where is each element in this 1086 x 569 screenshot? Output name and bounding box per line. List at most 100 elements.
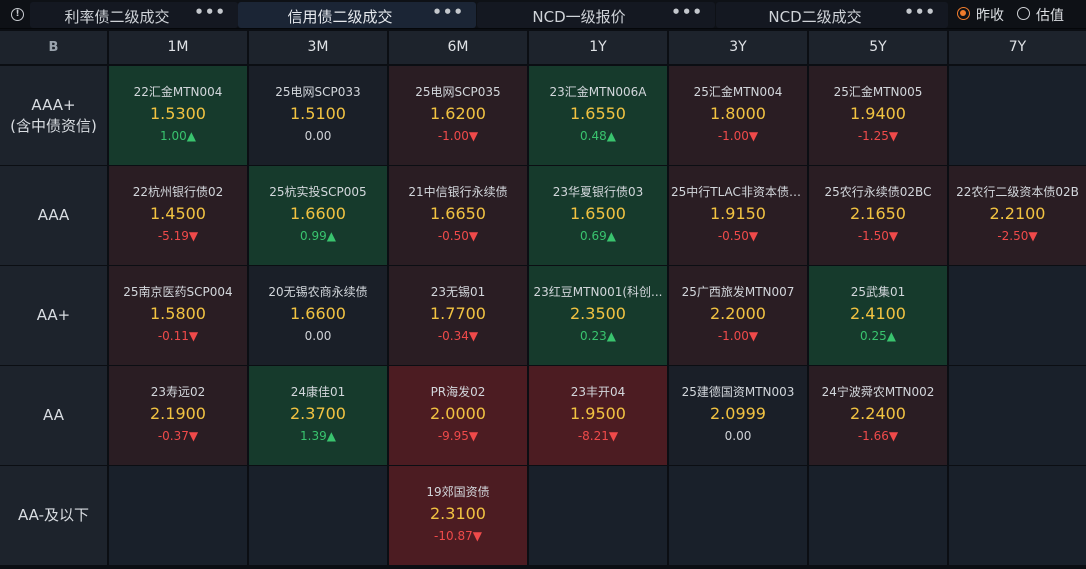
change-row: 0.00: [249, 329, 387, 343]
yield-value: 1.5100: [290, 104, 346, 123]
bond-cell[interactable]: 23寿远02 2.1900 -0.37▼: [109, 366, 247, 465]
arrow-down-icon: ▼: [1028, 229, 1038, 243]
column-header-3y: 3Y: [669, 31, 807, 64]
bond-cell[interactable]: 25武集01 2.4100 0.25▲: [809, 266, 947, 365]
bond-name: 23无锡01: [430, 285, 486, 299]
bond-cell[interactable]: 20无锡农商永续债 1.6600 0.00: [249, 266, 387, 365]
change-value: -1.00: [437, 129, 469, 143]
arrow-up-icon: ▲: [606, 229, 616, 243]
bond-cell[interactable]: 22杭州银行债02 1.4500 -5.19▼: [109, 166, 247, 265]
more-options-icon[interactable]: •••: [194, 3, 226, 21]
bond-cell[interactable]: PR海发02 2.0000 -9.95▼: [389, 366, 527, 465]
bond-cell[interactable]: 24康佳01 2.3700 1.39▲: [249, 366, 387, 465]
empty-cell: [809, 466, 947, 565]
bond-cell[interactable]: 23丰开04 1.9500 -8.21▼: [529, 366, 667, 465]
bond-name: 25建德国资MTN003: [681, 385, 795, 399]
column-header-1m: 1M: [109, 31, 247, 64]
change-row: 1.39▲: [249, 429, 387, 443]
change-row: -1.66▼: [809, 429, 947, 443]
tab-label: 信用债二级成交: [287, 8, 393, 26]
radio-label: 昨收: [976, 8, 1004, 24]
yield-value: 2.1900: [150, 404, 206, 423]
bond-cell[interactable]: 25南京医药SCP004 1.5800 -0.11▼: [109, 266, 247, 365]
yield-value: 1.5300: [150, 104, 206, 123]
bond-cell[interactable]: 23红豆MTN001(科创... 2.3500 0.23▲: [529, 266, 667, 365]
bond-name: 22杭州银行债02: [132, 185, 224, 199]
change-value: 0.00: [724, 429, 752, 443]
row-label-line: AA: [43, 406, 64, 424]
bond-name: 25农行永续债02BC: [824, 185, 932, 199]
bond-cell[interactable]: 25杭实投SCP005 1.6600 0.99▲: [249, 166, 387, 265]
bond-cell[interactable]: 25汇金MTN005 1.9400 -1.25▼: [809, 66, 947, 165]
row-label-line: AA+: [36, 306, 71, 324]
bond-name: 25杭实投SCP005: [269, 185, 367, 199]
yield-value: 1.9500: [570, 404, 626, 423]
row-label: AAA: [0, 166, 107, 265]
bond-cell[interactable]: 25农行永续债02BC 2.1650 -1.50▼: [809, 166, 947, 265]
tab-3[interactable]: NCD一级报价 •••: [477, 2, 715, 28]
change-value: -5.19: [157, 229, 189, 243]
bond-cell[interactable]: 25电网SCP035 1.6200 -1.00▼: [389, 66, 527, 165]
top-tab-bar: ! 利率债二级成交 ••• 信用债二级成交 ••• NCD一级报价 ••• NCD二级成交 •…: [0, 0, 1086, 29]
bond-cell[interactable]: 25建德国资MTN003 2.0999 0.00: [669, 366, 807, 465]
change-row: -2.50▼: [949, 229, 1086, 243]
yield-value: 2.2100: [989, 204, 1046, 223]
tab-1[interactable]: 利率债二级成交 •••: [30, 2, 238, 28]
arrow-down-icon: ▼: [188, 229, 199, 243]
bond-cell[interactable]: 23汇金MTN006A 1.6550 0.48▲: [529, 66, 667, 165]
more-options-icon[interactable]: •••: [671, 3, 703, 21]
bond-cell[interactable]: 22农行二级资本债02B 2.2100 -2.50▼: [949, 166, 1086, 265]
bond-cell[interactable]: 25中行TLAC非资本债0... 1.9150 -0.50▼: [669, 166, 807, 265]
change-row: -8.21▼: [529, 429, 667, 443]
more-options-icon[interactable]: •••: [904, 3, 936, 21]
column-header-5y: 5Y: [809, 31, 947, 64]
row-label-line: AAA: [37, 206, 70, 224]
change-value: -0.34: [437, 329, 469, 343]
change-row: 0.99▲: [249, 229, 387, 243]
yield-value: 1.7700: [430, 304, 486, 323]
empty-cell: [249, 466, 387, 565]
bond-cell[interactable]: 23华夏银行债03 1.6500 0.69▲: [529, 166, 667, 265]
bond-cell[interactable]: 25汇金MTN004 1.8000 -1.00▼: [669, 66, 807, 165]
change-row: -1.50▼: [809, 229, 947, 243]
empty-cell: [949, 66, 1086, 165]
change-value: 0.69: [580, 229, 607, 243]
change-row: -5.19▼: [109, 229, 247, 243]
tab-label: NCD二级成交: [768, 8, 862, 26]
info-icon[interactable]: !: [11, 8, 24, 21]
change-value: -1.00: [717, 129, 749, 143]
bond-cell[interactable]: 25广西旅发MTN007 2.2000 -1.00▼: [669, 266, 807, 365]
arrow-up-icon: ▲: [886, 329, 896, 343]
change-value: -0.11: [157, 329, 189, 343]
tab-2[interactable]: 信用债二级成交 •••: [238, 2, 476, 28]
bond-name: 21中信银行永续债: [408, 185, 508, 199]
bond-cell[interactable]: 21中信银行永续债 1.6650 -0.50▼: [389, 166, 527, 265]
change-value: 1.00: [160, 129, 187, 143]
column-header-7y: 7Y: [949, 31, 1086, 64]
bond-cell[interactable]: 23无锡01 1.7700 -0.34▼: [389, 266, 527, 365]
change-row: -1.00▼: [669, 329, 807, 343]
arrow-down-icon: ▼: [472, 529, 482, 543]
bond-cell[interactable]: 24宁波舜农MTN002 2.2400 -1.66▼: [809, 366, 947, 465]
radio-circle-icon: [957, 7, 970, 20]
arrow-down-icon: ▼: [188, 329, 199, 343]
more-options-icon[interactable]: •••: [432, 3, 464, 21]
bond-name: 23红豆MTN001(科创...: [533, 285, 663, 299]
bond-name: PR海发02: [430, 385, 486, 399]
bottom-divider: [0, 566, 1086, 569]
change-row: -0.11▼: [109, 329, 247, 343]
arrow-down-icon: ▼: [888, 129, 899, 143]
change-value: 1.39: [300, 429, 327, 443]
bond-cell[interactable]: 22汇金MTN004 1.5300 1.00▲: [109, 66, 247, 165]
change-row: 0.00: [249, 129, 387, 143]
yield-value: 1.6650: [430, 204, 486, 223]
arrow-down-icon: ▼: [468, 429, 479, 443]
arrow-down-icon: ▼: [748, 329, 759, 343]
arrow-down-icon: ▼: [888, 229, 899, 243]
change-value: -2.50: [997, 229, 1029, 243]
bond-name: 25南京医药SCP004: [123, 285, 233, 299]
bond-cell[interactable]: 25电网SCP033 1.5100 0.00: [249, 66, 387, 165]
tab-4[interactable]: NCD二级成交 •••: [716, 2, 948, 28]
yield-value: 2.2400: [850, 404, 906, 423]
bond-cell[interactable]: 19郊国资债 2.3100 -10.87▼: [389, 466, 527, 565]
